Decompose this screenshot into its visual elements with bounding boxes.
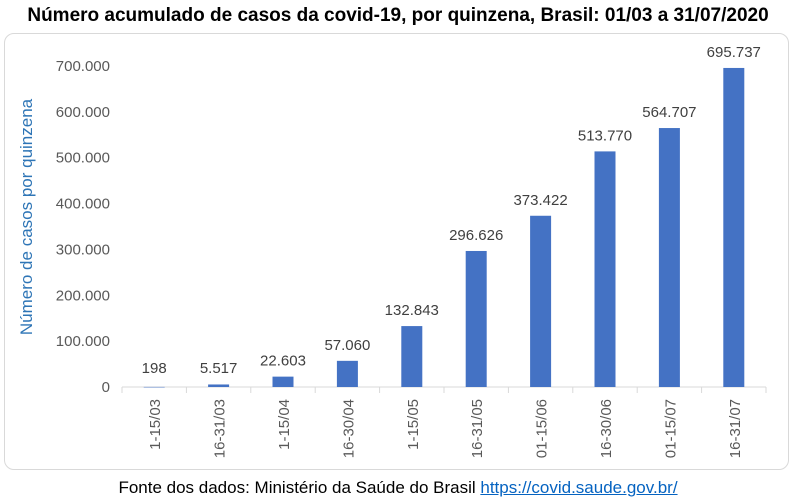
x-tick-label: 16-31/03: [212, 399, 229, 458]
bar: [336, 360, 358, 387]
x-tick-label: 16-31/07: [727, 399, 744, 458]
y-tick-label: 700.000: [56, 58, 110, 75]
data-label: 695.737: [707, 44, 761, 61]
x-tick-label: 16-30/06: [598, 399, 615, 458]
bar: [723, 67, 745, 387]
y-tick-label: 200.000: [56, 287, 110, 304]
data-label: 198: [142, 360, 167, 377]
y-tick-label: 100.000: [56, 333, 110, 350]
x-tick-label: 16-30/04: [340, 399, 357, 458]
y-tick-label: 400.000: [56, 196, 110, 213]
bar: [401, 326, 423, 387]
y-tick-label: 500.000: [56, 150, 110, 167]
x-tick-label: 1-15/05: [405, 399, 422, 450]
bar: [594, 151, 616, 387]
y-tick-label: 300.000: [56, 241, 110, 258]
y-axis-label: Número de casos por quinzena: [17, 98, 36, 335]
bar: [143, 386, 165, 388]
x-tick-label: 16-31/05: [469, 399, 486, 458]
y-tick-label: 0: [102, 379, 110, 396]
y-tick-label: 600.000: [56, 104, 110, 121]
bar: [272, 376, 294, 387]
x-tick-label: 1-15/04: [276, 399, 293, 450]
bar: [530, 215, 552, 387]
x-tick-label: 01-15/06: [534, 399, 551, 458]
data-label: 513.770: [578, 127, 632, 144]
source-text: Fonte dos dados: Ministério da Saúde do …: [118, 478, 481, 497]
data-label: 132.843: [385, 302, 439, 319]
data-label: 564.707: [642, 104, 696, 121]
bar: [658, 128, 680, 387]
x-tick-label: 01-15/07: [662, 399, 679, 458]
data-label: 373.422: [513, 192, 567, 209]
source-note: Fonte dos dados: Ministério da Saúde do …: [0, 478, 796, 498]
chart-title: Número acumulado de casos da covid-19, p…: [27, 5, 769, 26]
bar: [208, 384, 230, 387]
data-label: 5.517: [200, 360, 238, 377]
x-tick-label: 1-15/03: [147, 399, 164, 450]
chart-frame: [4, 33, 789, 470]
bar: [465, 250, 487, 387]
source-link[interactable]: https://covid.saude.gov.br/: [480, 478, 678, 497]
data-label: 22.603: [260, 353, 306, 370]
data-label: 57.060: [324, 337, 370, 354]
data-label: 296.626: [449, 227, 503, 244]
